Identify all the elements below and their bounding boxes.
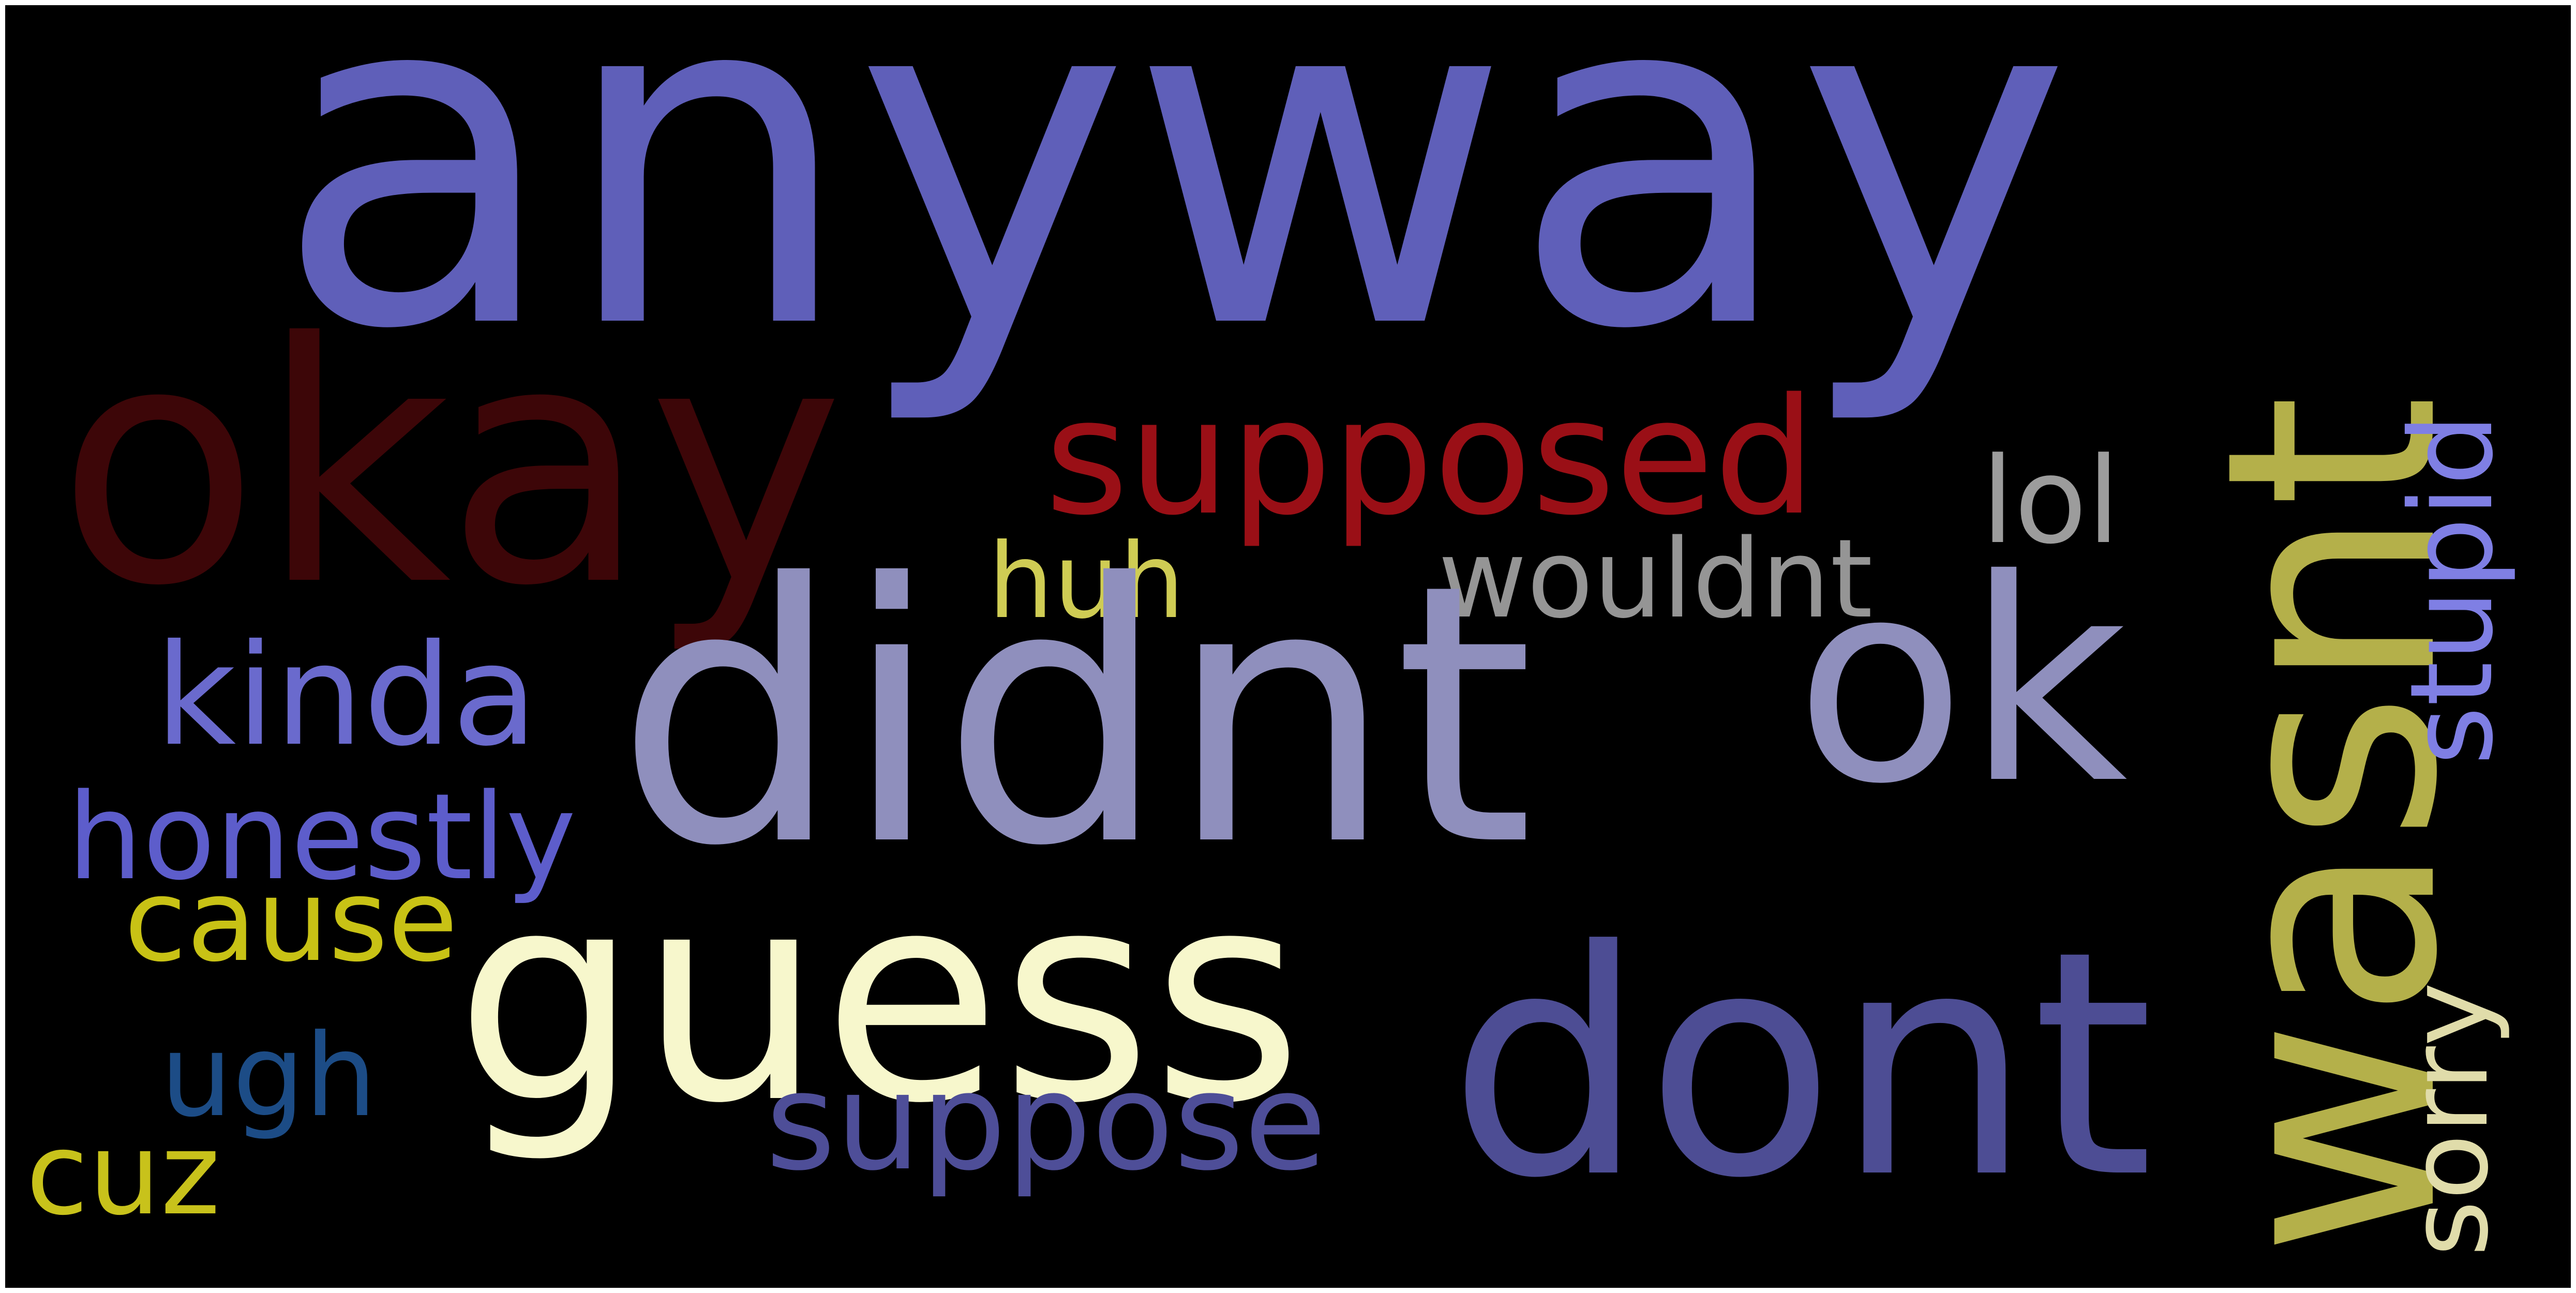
- word-ok: ok: [1795, 520, 2128, 845]
- word-kinda: kinda: [155, 614, 538, 777]
- word-lol: lol: [1981, 432, 2120, 570]
- word-stupid: stupid: [2386, 413, 2518, 765]
- word-sorry: sorry: [2386, 982, 2512, 1257]
- word-cause: cause: [124, 854, 458, 987]
- word-ugh: ugh: [160, 1010, 377, 1142]
- word-supposed: supposed: [1045, 364, 1816, 551]
- word-cuz: cuz: [26, 1108, 220, 1240]
- word-wouldnt: wouldnt: [1438, 516, 1873, 642]
- word-anyway: anyway: [274, 5, 2072, 431]
- word-dont: dont: [1448, 884, 2154, 1246]
- word-huh: huh: [988, 521, 1185, 642]
- word-didnt: didnt: [616, 508, 1534, 924]
- word-guess: guess: [455, 830, 1303, 1167]
- word-honestly: honestly: [67, 769, 576, 907]
- word-cloud: anyway okay wasnt supposed stupid lol hu…: [5, 5, 2571, 1288]
- word-okay: okay: [57, 273, 844, 658]
- word-suppose: suppose: [766, 1044, 1327, 1200]
